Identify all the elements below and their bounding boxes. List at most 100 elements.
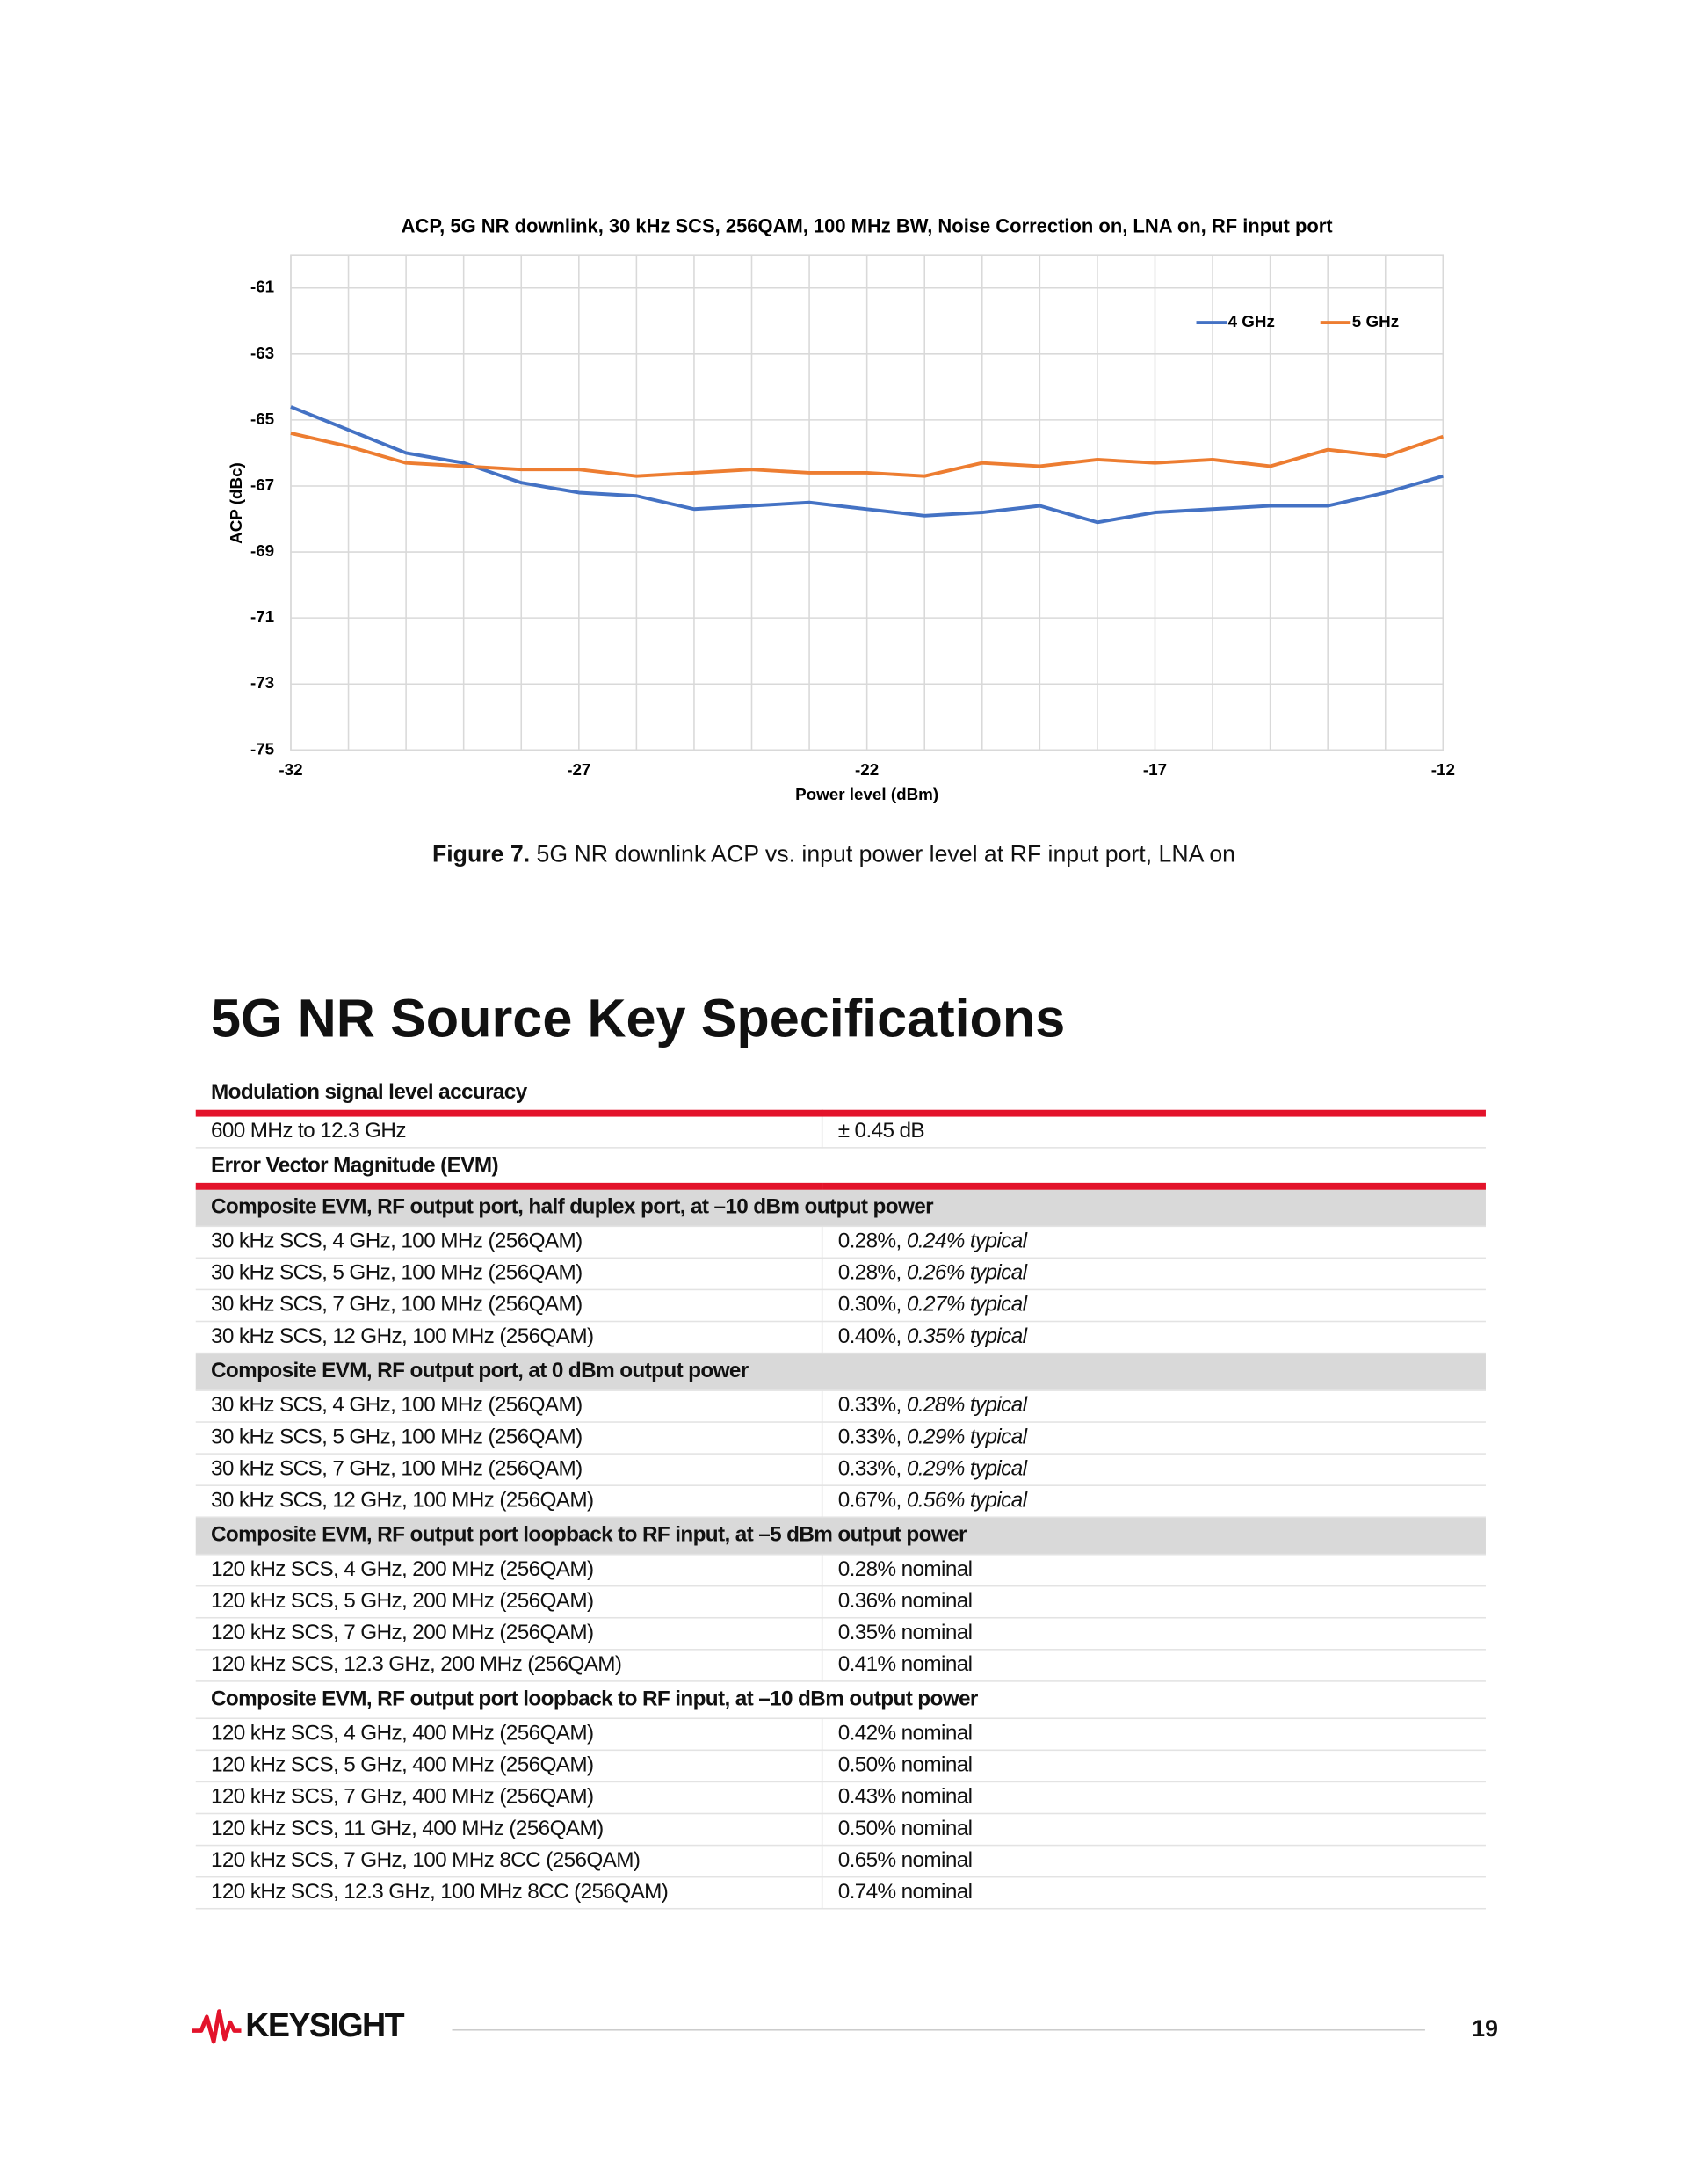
spec-name: 30 kHz SCS, 5 GHz, 100 MHz (256QAM) [195,1258,823,1291]
spec-value-cell: 0.74% nominal [822,1876,1486,1910]
spec-value-cell: 0.28%, 0.26% typical [822,1258,1486,1291]
subsection-header: Composite EVM, RF output port loopback t… [195,1680,1486,1720]
spec-value-cell: 0.42% nominal [822,1718,1486,1752]
spec-name: 120 kHz SCS, 7 GHz, 200 MHz (256QAM) [195,1617,823,1651]
group-header: Error Vector Magnitude (EVM) [195,1147,1486,1190]
spec-name: 30 kHz SCS, 4 GHz, 100 MHz (256QAM) [195,1389,823,1423]
spec-value-cell: 0.43% nominal [822,1781,1486,1815]
series-line [290,405,1444,525]
spec-name: 30 kHz SCS, 12 GHz, 100 MHz (256QAM) [195,1321,823,1354]
table-row: 30 kHz SCS, 12 GHz, 100 MHz (256QAM) 0.40… [195,1321,1486,1354]
spec-value: 0.33%, [837,1425,902,1449]
table-row: 120 kHz SCS, 12.3 GHz, 200 MHz (256QAM) 0… [195,1649,1486,1682]
spec-name: 30 kHz SCS, 7 GHz, 100 MHz (256QAM) [195,1454,823,1486]
spec-name: 120 kHz SCS, 12.3 GHz, 200 MHz (256QAM) [195,1649,823,1682]
y-tick-label: -71 [250,607,274,626]
x-tick-label: -22 [855,760,879,779]
x-tick-label: -17 [1143,760,1167,779]
spec-value: 0.30%, [837,1293,902,1317]
group-title: Error Vector Magnitude (EVM) [195,1147,1486,1190]
table-row: 30 kHz SCS, 7 GHz, 100 MHz (256QAM) 0.33%… [195,1454,1486,1486]
spec-value-cell: 0.36% nominal [822,1585,1486,1619]
subsection-title: Composite EVM, RF output port loopback t… [195,1680,1486,1720]
y-tick-label: -65 [250,410,274,428]
table-row: 30 kHz SCS, 7 GHz, 100 MHz (256QAM) 0.30%… [195,1289,1486,1323]
spec-name: 120 kHz SCS, 7 GHz, 400 MHz (256QAM) [195,1781,823,1815]
spec-value: 0.74% nominal [837,1880,973,1905]
footer-rule [452,2028,1425,2031]
spec-name: 120 kHz SCS, 12.3 GHz, 100 MHz 8CC (256Q… [195,1876,823,1910]
spec-typical: 0.28% typical [906,1393,1027,1418]
chart-title: ACP, 5G NR downlink, 30 kHz SCS, 256QAM,… [402,215,1334,237]
spec-typical: 0.35% typical [906,1324,1027,1349]
spec-name: 30 kHz SCS, 7 GHz, 100 MHz (256QAM) [195,1289,823,1323]
table-row: 30 kHz SCS, 4 GHz, 100 MHz (256QAM) 0.33%… [195,1389,1486,1423]
spec-typical: 0.24% typical [906,1230,1027,1253]
spec-value: 0.43% nominal [837,1785,973,1810]
y-tick-label: -69 [250,541,274,560]
y-tick-label: -63 [250,344,274,362]
spec-value-cell: 0.50% nominal [822,1813,1486,1847]
chart: ACP, 5G NR downlink, 30 kHz SCS, 256QAM,… [227,215,1455,803]
spec-value: 0.50% nominal [837,1817,973,1841]
legend-label: 4 GHz [1228,312,1275,330]
logo-mark [192,2009,242,2044]
spec-name: 120 kHz SCS, 5 GHz, 400 MHz (256QAM) [195,1750,823,1783]
table-row: 120 kHz SCS, 5 GHz, 200 MHz (256QAM) 0.36… [195,1585,1486,1619]
spec-value-cell: 0.30%, 0.27% typical [822,1289,1486,1323]
group-header: Modulation signal level accuracy [195,1075,1486,1117]
spec-typical: 0.26% typical [906,1261,1027,1285]
table-row: 120 kHz SCS, 5 GHz, 400 MHz (256QAM) 0.50… [195,1750,1486,1783]
table-row: 120 kHz SCS, 12.3 GHz, 100 MHz 8CC (256Q… [195,1876,1486,1910]
subsection-header: Composite EVM, RF output port loopback t… [195,1517,1486,1556]
spec-value: 0.65% nominal [837,1848,973,1873]
table-row: 30 kHz SCS, 5 GHz, 100 MHz (256QAM) 0.33%… [195,1422,1486,1455]
spec-value: 0.42% nominal [837,1722,973,1745]
spec-value: 0.35% nominal [837,1621,973,1645]
heading: 5G NR Source Key Specifications [210,990,1066,1049]
spec-value-cell: 0.65% nominal [822,1845,1486,1878]
table-row: 120 kHz SCS, 11 GHz, 400 MHz (256QAM) 0.5… [195,1813,1486,1847]
spec-typical: 0.29% typical [906,1425,1027,1449]
table-row: 120 kHz SCS, 7 GHz, 400 MHz (256QAM) 0.43… [195,1781,1486,1815]
y-tick-label: -73 [250,673,274,692]
spec-name: 120 kHz SCS, 11 GHz, 400 MHz (256QAM) [195,1813,823,1847]
spec-value: 0.50% nominal [837,1753,973,1777]
table-row: 120 kHz SCS, 4 GHz, 200 MHz (256QAM) 0.28… [195,1554,1486,1587]
spec-value: 0.36% nominal [837,1589,973,1614]
table-row: 30 kHz SCS, 4 GHz, 100 MHz (256QAM) 0.28%… [195,1226,1486,1259]
spec-name: 600 MHz to 12.3 GHz [195,1113,823,1149]
spec-value-cell: 0.40%, 0.35% typical [822,1321,1486,1354]
spec-value: 0.41% nominal [837,1652,973,1677]
figure-caption: Figure 7. 5G NR downlink ACP vs. input p… [0,841,1668,868]
spec-name: 120 kHz SCS, 4 GHz, 400 MHz (256QAM) [195,1718,823,1752]
spec-name: 30 kHz SCS, 12 GHz, 100 MHz (256QAM) [195,1485,823,1519]
spec-name: 30 kHz SCS, 4 GHz, 100 MHz (256QAM) [195,1226,823,1259]
spec-name: 30 kHz SCS, 5 GHz, 100 MHz (256QAM) [195,1422,823,1455]
spec-value-cell: 0.33%, 0.28% typical [822,1389,1486,1423]
table-row: 120 kHz SCS, 7 GHz, 100 MHz 8CC (256QAM)… [195,1845,1486,1878]
spec-value: 0.28%, [837,1230,902,1253]
spec-value-cell: 0.33%, 0.29% typical [822,1454,1486,1486]
x-tick-label: -32 [279,760,302,779]
table-row: 120 kHz SCS, 4 GHz, 400 MHz (256QAM) 0.42… [195,1718,1486,1752]
y-axis-label: ACP (dBc) [227,462,245,544]
subsection-title: Composite EVM, RF output port, half dupl… [195,1186,1486,1228]
group-title: Modulation signal level accuracy [195,1075,1486,1117]
spec-name: 120 kHz SCS, 7 GHz, 100 MHz 8CC (256QAM) [195,1845,823,1878]
subsection-title: Composite EVM, RF output port, at 0 dBm … [195,1353,1486,1391]
table-row: 600 MHz to 12.3 GHz ± 0.45 dB [195,1113,1486,1149]
spec-value-cell: 0.35% nominal [822,1617,1486,1651]
subsection-header: Composite EVM, RF output port, half dupl… [195,1186,1486,1228]
spec-typical: 0.29% typical [906,1457,1027,1481]
x-tick-label: -27 [567,760,590,779]
spec-value-cell: 0.50% nominal [822,1750,1486,1783]
spec-value: 0.67%, [837,1489,902,1513]
table-row: 120 kHz SCS, 7 GHz, 200 MHz (256QAM) 0.35… [195,1617,1486,1651]
spec-typical: 0.27% typical [906,1293,1027,1317]
spec-name: 120 kHz SCS, 5 GHz, 200 MHz (256QAM) [195,1585,823,1619]
table-row: 30 kHz SCS, 12 GHz, 100 MHz (256QAM) 0.67… [195,1485,1486,1519]
spec-value-cell: 0.28%, 0.24% typical [822,1226,1486,1259]
subsection-title: Composite EVM, RF output port loopback t… [195,1517,1486,1556]
